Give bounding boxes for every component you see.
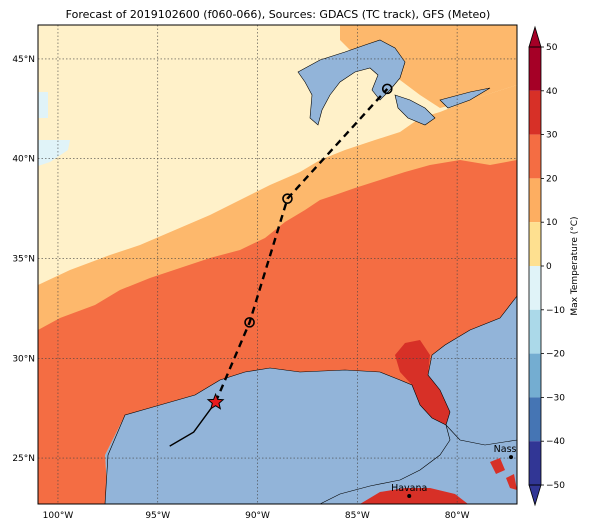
observed-track-line <box>169 401 217 447</box>
colorbar-band <box>529 222 541 266</box>
colorbar-band <box>529 397 541 442</box>
forecast-point-marker <box>282 193 293 204</box>
colorbar-band <box>529 134 541 179</box>
longitude-tick-label: 85°W <box>345 511 370 521</box>
colorbar-tick-label: 50 <box>546 43 558 53</box>
longitude-tick-labels: 100°W 95°W 90°W 85°W 80°W <box>43 511 470 521</box>
forecast-point-marker <box>381 83 393 95</box>
temperature-band-minus10-0 <box>38 92 70 166</box>
map-panel: Nassau Havana 100°W 95°W 90°W 85°W 80°W 25°N 3… <box>12 24 529 521</box>
colorbar-band <box>529 309 541 354</box>
longitude-tick-label: 90°W <box>245 511 270 521</box>
colorbar-tick-label: −30 <box>546 393 565 403</box>
atlantic-ocean <box>427 295 517 446</box>
longitude-tick-label: 100°W <box>43 511 74 521</box>
colorbar-tick-label: −40 <box>546 437 565 447</box>
colorbar-band <box>529 178 541 223</box>
city-marker <box>509 455 514 460</box>
current-position-star-icon <box>206 392 225 410</box>
latitude-tick-labels: 25°N 30°N 35°N 40°N 45°N <box>12 55 35 464</box>
colorbar-band <box>529 47 541 91</box>
colorbar-band <box>529 353 541 398</box>
temperature-band-bahamas <box>490 458 517 490</box>
latitude-tick-label: 30°N <box>12 354 35 364</box>
temperature-band-20-30 <box>38 160 517 504</box>
colorbar-tick-label: 30 <box>546 131 558 141</box>
longitude-tick-label: 80°W <box>445 511 470 521</box>
latitude-tick-label: 40°N <box>12 155 35 165</box>
great-lakes <box>297 39 491 126</box>
temperature-band-30-40 <box>395 340 450 425</box>
latitude-tick-label: 45°N <box>12 55 35 65</box>
city-label: Nassau <box>494 444 529 455</box>
latitude-tick-label: 25°N <box>12 454 35 464</box>
colorbar-tick-label: −50 <box>546 481 565 491</box>
forecast-point-marker <box>244 317 255 328</box>
map-frame <box>37 24 518 505</box>
colorbar-tick-label: 0 <box>546 262 552 272</box>
colorbar-extend-max <box>528 25 542 48</box>
city-label: Havana <box>391 483 427 494</box>
figure-title: Forecast of 2019102600 (f060-066), Sourc… <box>66 8 491 21</box>
forecast-track-line <box>214 88 389 403</box>
gulf-of-mexico <box>104 367 451 504</box>
colorbar-band <box>529 441 541 485</box>
colorbar-tick-label: 20 <box>546 174 558 184</box>
longitude-tick-label: 95°W <box>145 511 170 521</box>
colorbar: −50 −40 −30 −20 −10 0 10 20 30 40 50 Max Temperatu… <box>528 25 580 507</box>
map-gridlines <box>38 25 517 504</box>
colorbar-tick-label: −20 <box>546 350 565 360</box>
colorbar-tick-label: 10 <box>546 218 558 228</box>
latitude-tick-label: 35°N <box>12 255 35 265</box>
colorbar-label: Max Temperature (°C) <box>570 216 580 315</box>
city-marker <box>407 494 412 499</box>
colorbar-band <box>529 266 541 310</box>
colorbar-extend-min <box>528 484 542 507</box>
cyclone-track <box>169 83 393 447</box>
colorbar-tick-label: 40 <box>546 87 558 97</box>
colorbar-tick-label: −10 <box>546 306 565 316</box>
colorbar-band <box>529 90 541 135</box>
temperature-band-cuba <box>360 488 468 504</box>
